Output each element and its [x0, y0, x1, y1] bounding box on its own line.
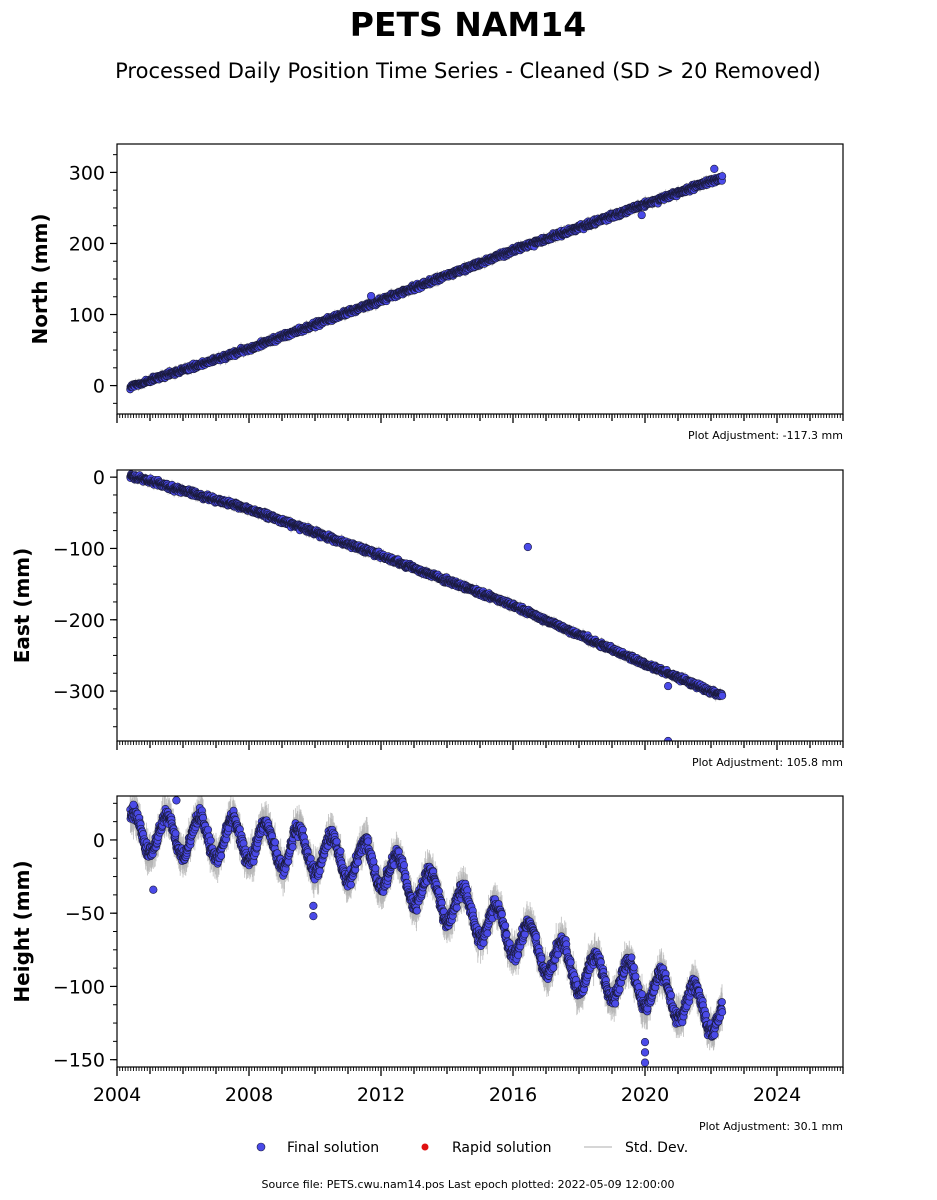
axes-frame-0 — [116, 143, 844, 415]
outlier-point — [710, 164, 719, 173]
final-solution-points-0 — [126, 164, 727, 394]
y-tick-label: 0 — [93, 376, 105, 398]
y-tick-label: 100 — [69, 305, 105, 327]
plot-area-1 — [126, 470, 727, 741]
outlier-point — [637, 210, 646, 220]
data-point — [718, 172, 727, 180]
figure-subtitle: Processed Daily Position Time Series - C… — [115, 59, 821, 83]
outlier-point — [367, 291, 376, 301]
figure-title: PETS NAM14 — [350, 5, 586, 44]
y-tick-label: 300 — [69, 162, 105, 184]
plot-area-0 — [126, 164, 727, 394]
panel-0: 0 100 200 300 North (mm) Plot Adjustment: -11… — [28, 143, 844, 442]
y-axis-label: North (mm) — [28, 213, 52, 344]
y-tick-label: 200 — [69, 233, 105, 255]
plot-adjustment-note: Plot Adjustment: -117.3 mm — [688, 429, 843, 442]
panels-group: 0 100 200 300 North (mm) Plot Adjustment: -11… — [10, 143, 844, 1133]
